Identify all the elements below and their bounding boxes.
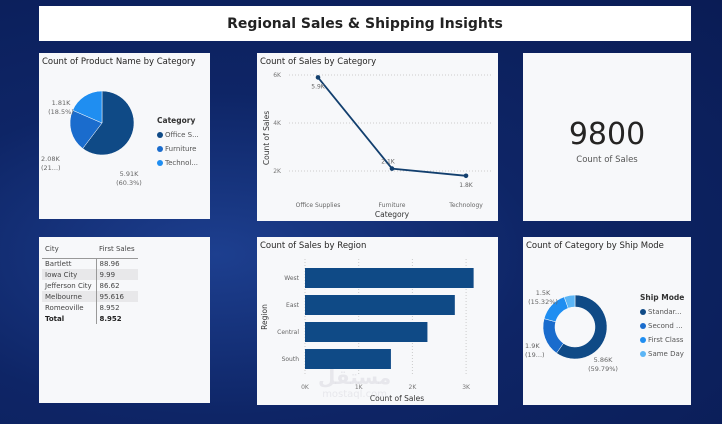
slice[interactable] (542, 318, 564, 354)
data-label: 1.81K (52, 99, 71, 107)
donut-card[interactable]: Count of Category by Ship Mode 5.86K (59.… (523, 237, 691, 405)
line-title: Count of Sales by Category (260, 57, 377, 67)
y-tick-label: Central (277, 329, 299, 336)
x-tick-label: Furniture (379, 202, 406, 209)
data-label: 1.8K (459, 182, 474, 189)
x-axis-title: Count of Sales (370, 394, 424, 403)
watermark: مستقل mostaql.com (318, 365, 392, 400)
table-row[interactable]: Melbourne 95.616 (42, 291, 138, 302)
table-total-row: Total 8.952 (42, 313, 138, 324)
y-axis-title: Count of Sales (262, 111, 271, 165)
x-tick-label: 0K (301, 384, 310, 391)
x-tick-label: 3K (462, 384, 471, 391)
data-point[interactable] (463, 173, 469, 179)
slice[interactable] (556, 294, 608, 360)
data-label: 5.86K (594, 356, 613, 364)
data-label: 2.1K (381, 159, 396, 166)
data-label: (15.32%) (528, 298, 558, 306)
data-label: (21...) (41, 164, 61, 172)
legend-item[interactable]: Office S... (157, 131, 199, 139)
legend-item[interactable]: Technol... (157, 159, 199, 167)
table-row[interactable]: Iowa City 9.99 (42, 269, 138, 280)
data-point[interactable] (315, 75, 321, 80)
column-header[interactable]: First Sales (96, 240, 138, 259)
x-tick-label: 2K (409, 384, 418, 391)
y-tick-label: 4K (273, 120, 282, 127)
bar[interactable] (305, 322, 428, 342)
data-label: 1.5K (536, 289, 551, 297)
bar-title: Count of Sales by Region (260, 241, 367, 251)
donut-legend: Ship Mode Standar... Second ... First Cl… (640, 293, 684, 358)
data-label: 5.91K (120, 170, 139, 178)
data-label: (19...) (525, 351, 545, 359)
data-label: 2.08K (41, 155, 60, 163)
kpi-value: 9800 (568, 117, 646, 152)
y-tick-label: East (286, 302, 300, 309)
donut-title: Count of Category by Ship Mode (526, 241, 664, 251)
legend-item[interactable]: Second ... (640, 322, 684, 330)
data-label: (60.3%) (116, 179, 142, 187)
line-chart: 6K 4K 2K 5.9K Office Supplies 2.1K Furniture 1.… (262, 72, 492, 219)
y-tick-label: West (284, 275, 299, 282)
legend-item[interactable]: Same Day (640, 350, 684, 358)
bar[interactable] (305, 349, 391, 369)
x-tick-label: Office Supplies (296, 202, 341, 209)
table-row[interactable]: Bartlett 88.96 (42, 258, 138, 269)
data-label: (18.5%) (48, 108, 74, 116)
pie-card[interactable]: Count of Product Name by Category 5.91K(… (39, 53, 210, 219)
pie-legend: Category Office S... Furniture Technol..… (157, 116, 199, 167)
donut-chart: 5.86K(59.79%) 1.9K(19...) 1.5K(15.32%) (525, 289, 618, 373)
legend-item[interactable]: Furniture (157, 145, 199, 153)
slice[interactable] (563, 294, 576, 309)
bar[interactable] (305, 268, 474, 288)
y-tick-label: 2K (273, 168, 282, 175)
data-label: 5.9K (311, 83, 326, 90)
legend-item[interactable]: First Class (640, 336, 684, 344)
data-label: (59.79%) (588, 365, 618, 373)
y-tick-label: South (282, 356, 300, 363)
slice[interactable] (72, 90, 103, 124)
legend-title: Ship Mode (640, 293, 685, 302)
y-axis-title: Region (260, 304, 269, 330)
line-card[interactable]: Count of Sales by Category 6K 4K 2K 5.9K Off… (257, 53, 498, 221)
legend-title: Category (157, 116, 196, 125)
pie-title: Count of Product Name by Category (42, 57, 196, 67)
x-tick-label: 1K (355, 384, 364, 391)
kpi-card[interactable]: 9800 Count of Sales (523, 53, 691, 221)
bar[interactable] (305, 295, 455, 315)
legend-item[interactable]: Standar... (640, 308, 684, 316)
table-row[interactable]: Romeoville 8.952 (42, 302, 138, 313)
kpi-label: Count of Sales (576, 155, 638, 165)
column-header[interactable]: City (42, 240, 96, 259)
city-sales-table: City First Sales Bartlett 88.96 Iowa City 9… (42, 240, 138, 324)
x-tick-label: Technology (448, 202, 483, 209)
pie-chart: 5.91K(60.3%) 2.08K(21...) 1.81K(18.5%) (41, 90, 142, 187)
bar-card[interactable]: Count of Sales by Region 0K 1K 2K 3K West Eas… (257, 237, 498, 405)
dashboard-title: Regional Sales & Shipping Insights (39, 6, 691, 41)
data-label: 1.9K (525, 342, 540, 350)
table-row[interactable]: Jefferson City 86.62 (42, 280, 138, 291)
data-point[interactable] (389, 166, 395, 171)
table-card[interactable]: City First Sales Bartlett 88.96 Iowa City 9… (39, 237, 210, 403)
slice[interactable] (82, 90, 135, 156)
y-tick-label: 6K (273, 72, 282, 79)
x-axis-title: Category (375, 210, 410, 219)
bar-chart: 0K 1K 2K 3K West East Central South Count of Sal… (260, 259, 474, 403)
